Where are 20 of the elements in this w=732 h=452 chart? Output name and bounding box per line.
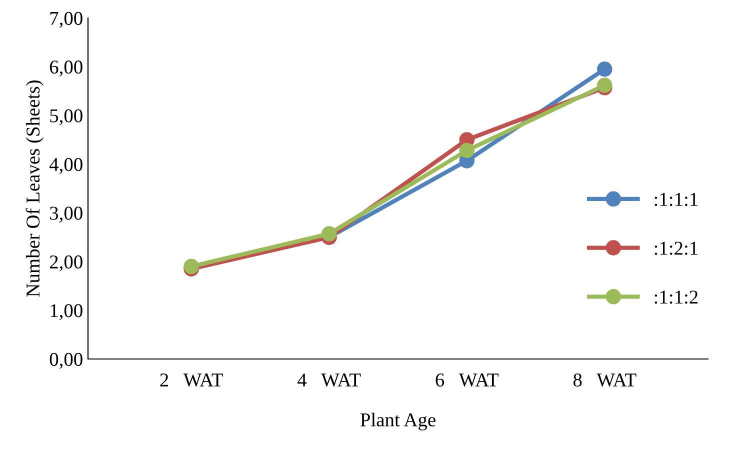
y-tick-label: 7,00 bbox=[50, 12, 82, 28]
y-tick-label: 6,00 bbox=[50, 60, 82, 76]
legend-label: :1:2:1 bbox=[654, 242, 698, 255]
x-tick-label: 2 WAT bbox=[160, 374, 223, 387]
y-tick-label: 2,00 bbox=[50, 255, 82, 272]
x-tick-label: 4 WAT bbox=[298, 374, 361, 387]
legend-label: :1:1:2 bbox=[654, 290, 698, 304]
y-tick-label: 4,00 bbox=[49, 158, 82, 174]
point bbox=[597, 62, 612, 77]
x-tick-label: 8 WAT bbox=[573, 373, 636, 387]
y-tick-label: 3,00 bbox=[50, 206, 82, 223]
y-tick-label: 0,00 bbox=[50, 352, 82, 369]
point bbox=[321, 226, 337, 242]
y-tick-label: 5,00 bbox=[50, 109, 82, 126]
y-axis-title: Number Of Leaves (Sheets) bbox=[26, 80, 44, 297]
x-tick-label: 6 WAT bbox=[436, 374, 499, 387]
legend-label: :1:1:1 bbox=[654, 192, 698, 206]
x-axis-title: Plant Age bbox=[360, 412, 436, 430]
point bbox=[459, 142, 475, 158]
y-tick-label: 1,00 bbox=[50, 304, 82, 320]
